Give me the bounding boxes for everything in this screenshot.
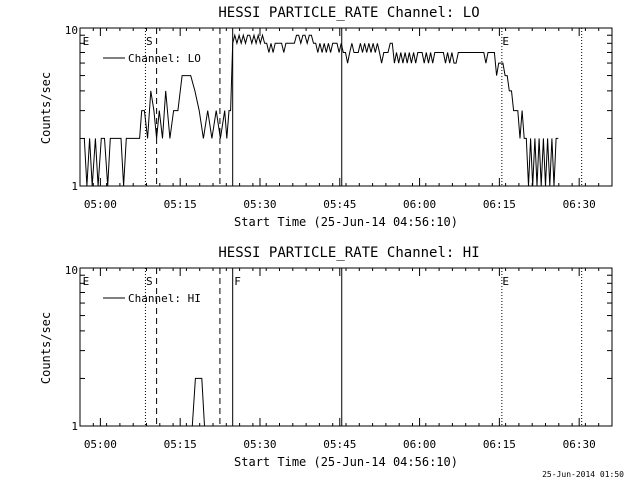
legend: Channel: HI xyxy=(103,292,201,305)
flag-label: E xyxy=(83,275,90,288)
y-tick-label-max: 10 xyxy=(65,264,78,277)
legend: Channel: LO xyxy=(103,52,201,65)
flag-label: E xyxy=(83,35,90,48)
panel-lo: HESSI PARTICLE_RATE Channel: LO Counts/s… xyxy=(39,5,613,229)
x-tick-label: 06:15 xyxy=(483,198,516,211)
x-tick-label: 06:15 xyxy=(483,438,516,451)
x-axis-label: Start Time (25-Jun-14 04:56:10) xyxy=(234,455,458,469)
x-tick-label: 05:00 xyxy=(84,438,117,451)
x-tick-label: 05:45 xyxy=(323,198,356,211)
chart-title: HESSI PARTICLE_RATE Channel: LO xyxy=(218,5,479,21)
chart-title: HESSI PARTICLE_RATE Channel: HI xyxy=(218,245,479,261)
legend-label: Channel: HI xyxy=(128,292,201,305)
x-tick-label: 06:00 xyxy=(403,438,436,451)
y-axis-label: Counts/sec xyxy=(39,72,53,144)
series-line-lo xyxy=(83,33,559,187)
flag-label: E xyxy=(502,275,509,288)
flag-label: F xyxy=(234,275,241,288)
x-tick-labels: 05:00 05:15 05:30 05:45 06:00 06:15 06:30 xyxy=(84,198,596,211)
x-tick-label: 06:30 xyxy=(563,198,596,211)
y-tick-label-min: 1 xyxy=(71,180,78,193)
flag-label: S xyxy=(146,35,153,48)
x-tick-label: 05:00 xyxy=(84,198,117,211)
flag-label: E xyxy=(502,35,509,48)
series-line-hi xyxy=(191,377,205,427)
plot-frame xyxy=(79,27,613,187)
x-tick-label: 06:30 xyxy=(563,438,596,451)
x-axis-label: Start Time (25-Jun-14 04:56:10) xyxy=(234,215,458,229)
y-axis-label: Counts/sec xyxy=(39,312,53,384)
legend-label: Channel: LO xyxy=(128,52,201,65)
marker-lines xyxy=(144,28,583,186)
marker-lines xyxy=(144,268,583,426)
x-tick-label: 05:15 xyxy=(164,198,197,211)
x-tick-label: 05:30 xyxy=(243,438,276,451)
y-tick-label-min: 1 xyxy=(71,420,78,433)
x-tick-label: 05:30 xyxy=(243,198,276,211)
x-tick-labels: 05:00 05:15 05:30 05:45 06:00 06:15 06:30 xyxy=(84,438,596,451)
footer-timestamp: 25-Jun-2014 01:50 xyxy=(542,470,624,479)
plot-frame xyxy=(79,267,613,427)
y-tick-label-max: 10 xyxy=(65,24,78,37)
x-tick-label: 05:15 xyxy=(164,438,197,451)
x-tick-label: 05:45 xyxy=(323,438,356,451)
flag-label: S xyxy=(146,275,153,288)
panel-hi: HESSI PARTICLE_RATE Channel: HI Counts/s… xyxy=(39,245,613,469)
x-tick-label: 06:00 xyxy=(403,198,436,211)
